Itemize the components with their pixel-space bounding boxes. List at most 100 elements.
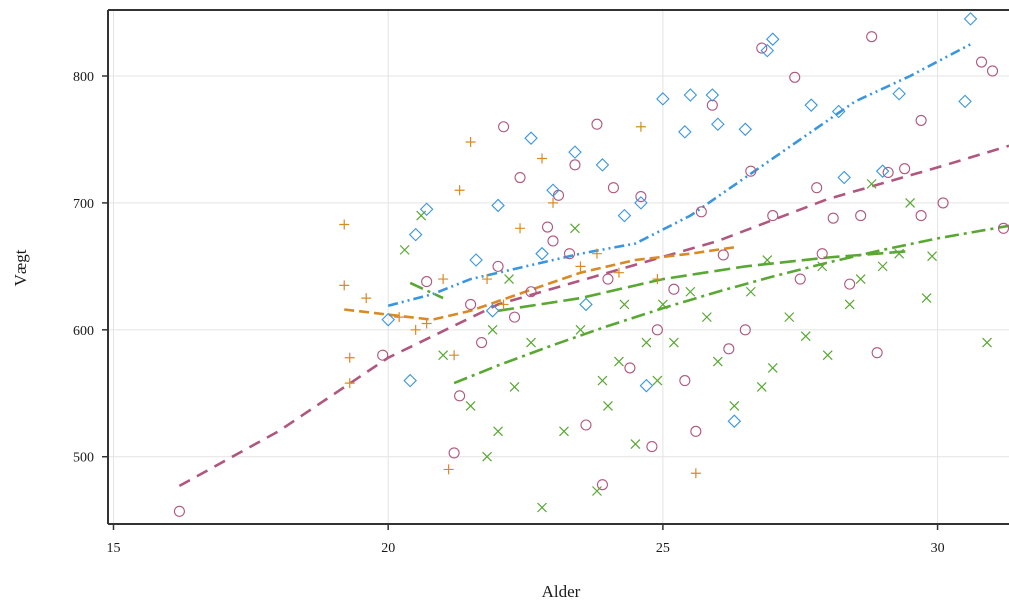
fit-line-pink	[178, 144, 1009, 488]
diamond-point	[617, 208, 632, 223]
y-tick-label: 700	[73, 197, 94, 212]
fit-line-green	[409, 281, 444, 300]
circle-point	[827, 212, 839, 224]
x-tick-label: 30	[931, 541, 945, 556]
plus-point	[344, 378, 355, 389]
cross-point	[729, 401, 740, 411]
diamond-point	[875, 164, 890, 178]
cross-point	[921, 293, 932, 304]
cross-point	[982, 337, 992, 348]
diamond-point	[568, 145, 582, 159]
x-tick-label: 25	[656, 541, 670, 556]
x-axis-title: Alder	[542, 582, 581, 601]
circle-point	[745, 165, 757, 177]
circle-point	[448, 447, 460, 459]
cross-point	[465, 401, 476, 411]
cross-point	[592, 486, 602, 496]
cross-point	[416, 210, 427, 221]
plus-point	[339, 280, 350, 291]
diamond-point	[485, 304, 500, 318]
cross-point	[927, 251, 938, 262]
diamond-point	[678, 125, 692, 139]
plus-point	[548, 197, 559, 208]
plus-point	[449, 350, 460, 361]
plus-point	[613, 267, 624, 278]
circle-point	[937, 197, 949, 209]
fit-line-blue	[387, 43, 972, 307]
circle-point	[421, 276, 433, 288]
cross-point	[668, 337, 679, 348]
circle-point	[915, 210, 927, 222]
data-points	[173, 12, 1009, 517]
circle-point	[706, 99, 718, 111]
cross-point	[712, 356, 723, 367]
diamond-point	[403, 373, 417, 388]
diamond-point	[683, 88, 698, 102]
diamond-point	[419, 202, 434, 217]
plus-point	[339, 219, 350, 230]
diamond-point	[837, 170, 851, 185]
diamond-point	[491, 198, 505, 213]
diamond-point	[963, 12, 978, 26]
cross-point	[504, 274, 514, 284]
circle-point	[541, 221, 554, 233]
plus-point	[344, 352, 355, 363]
cross-point	[762, 255, 773, 265]
diamond-point	[760, 43, 775, 58]
cross-point	[817, 261, 828, 272]
cross-point	[570, 223, 580, 234]
circle-point	[690, 425, 702, 437]
cross-point	[559, 426, 569, 437]
diamond-point	[958, 94, 972, 109]
circle-point	[899, 163, 911, 175]
cross-point	[509, 382, 520, 392]
cross-point	[438, 350, 449, 361]
cross-point	[855, 274, 866, 284]
cross-point	[493, 426, 503, 437]
circle-point	[591, 118, 603, 130]
plus-point	[482, 274, 493, 285]
plus-point	[443, 464, 454, 475]
cross-point	[756, 382, 767, 392]
plus-point	[454, 185, 465, 196]
cross-point	[685, 286, 696, 297]
circle-point	[756, 42, 768, 54]
diamond-point	[738, 122, 753, 137]
diamond-point	[639, 378, 654, 393]
grid-lines	[108, 10, 1009, 524]
circle-point	[866, 31, 878, 43]
circle-point	[476, 336, 488, 349]
plus-point	[410, 324, 421, 335]
circle-point	[855, 210, 867, 222]
circle-point	[717, 249, 729, 261]
circle-point	[607, 182, 619, 194]
cross-point	[767, 362, 778, 373]
cross-point	[482, 451, 493, 462]
cross-point	[399, 244, 410, 255]
cross-point	[905, 197, 916, 208]
circle-point	[569, 159, 581, 171]
fit-line-orange	[344, 246, 735, 322]
axes	[107, 9, 1009, 525]
circle-point	[651, 324, 663, 336]
diamond-point	[892, 86, 906, 101]
y-tick-label: 800	[73, 70, 94, 85]
plus-point	[591, 248, 602, 259]
circle-point	[975, 56, 988, 68]
circle-point	[173, 505, 185, 517]
fit-line-green	[497, 249, 911, 313]
circle-point	[723, 343, 735, 355]
diamond-point	[705, 88, 720, 102]
diamond-point	[656, 92, 670, 106]
diamond-point	[579, 297, 593, 312]
circle-point	[816, 248, 828, 260]
plus-point	[438, 274, 449, 285]
cross-point	[701, 312, 712, 323]
circle-point	[668, 283, 680, 295]
circle-point	[547, 235, 559, 247]
plus-point	[498, 299, 509, 310]
circle-point	[498, 121, 510, 133]
plus-point	[421, 318, 432, 329]
circle-point	[454, 390, 466, 402]
